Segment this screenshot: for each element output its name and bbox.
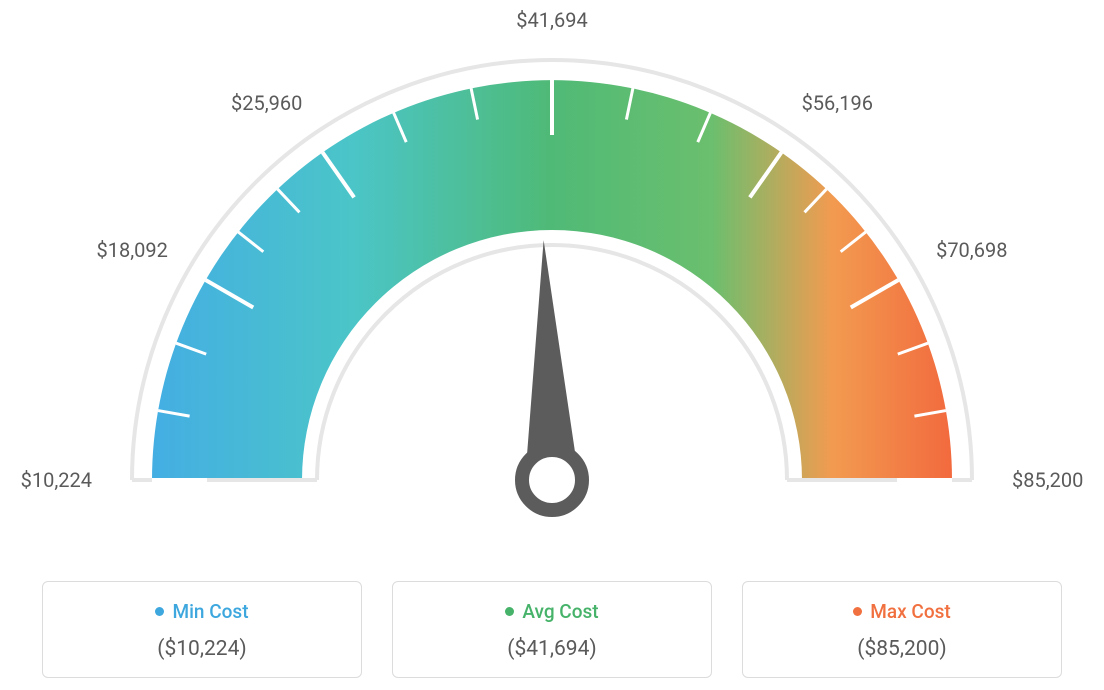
dot-icon bbox=[505, 607, 514, 616]
dot-icon bbox=[155, 607, 164, 616]
legend-max-value: ($85,200) bbox=[743, 637, 1061, 661]
legend-min-box: Min Cost ($10,224) bbox=[42, 581, 362, 678]
cost-gauge-chart: $10,224 $18,092 $25,960 $41,694 $56,196 $70,6… bbox=[0, 0, 1104, 690]
legend-avg-box: Avg Cost ($41,694) bbox=[392, 581, 712, 678]
gauge-svg bbox=[0, 0, 1104, 560]
scale-label: $56,196 bbox=[802, 91, 873, 115]
legend-max-label: Max Cost bbox=[870, 600, 950, 623]
scale-label: $70,698 bbox=[936, 238, 1007, 262]
legend-min-value: ($10,224) bbox=[43, 637, 361, 661]
legend-min-title: Min Cost bbox=[155, 600, 248, 623]
legend-avg-value: ($41,694) bbox=[393, 637, 711, 661]
legend-avg-label: Avg Cost bbox=[522, 600, 598, 623]
legend-avg-title: Avg Cost bbox=[505, 600, 598, 623]
scale-label: $41,694 bbox=[516, 8, 587, 32]
legend-min-label: Min Cost bbox=[172, 600, 248, 623]
legend-max-title: Max Cost bbox=[853, 600, 950, 623]
legend-row: Min Cost ($10,224) Avg Cost ($41,694) Ma… bbox=[0, 581, 1104, 678]
scale-label: $25,960 bbox=[231, 91, 302, 115]
scale-label: $18,092 bbox=[97, 238, 168, 262]
legend-max-box: Max Cost ($85,200) bbox=[742, 581, 1062, 678]
scale-label: $10,224 bbox=[21, 468, 92, 492]
scale-label: $85,200 bbox=[1012, 468, 1083, 492]
dot-icon bbox=[853, 607, 862, 616]
